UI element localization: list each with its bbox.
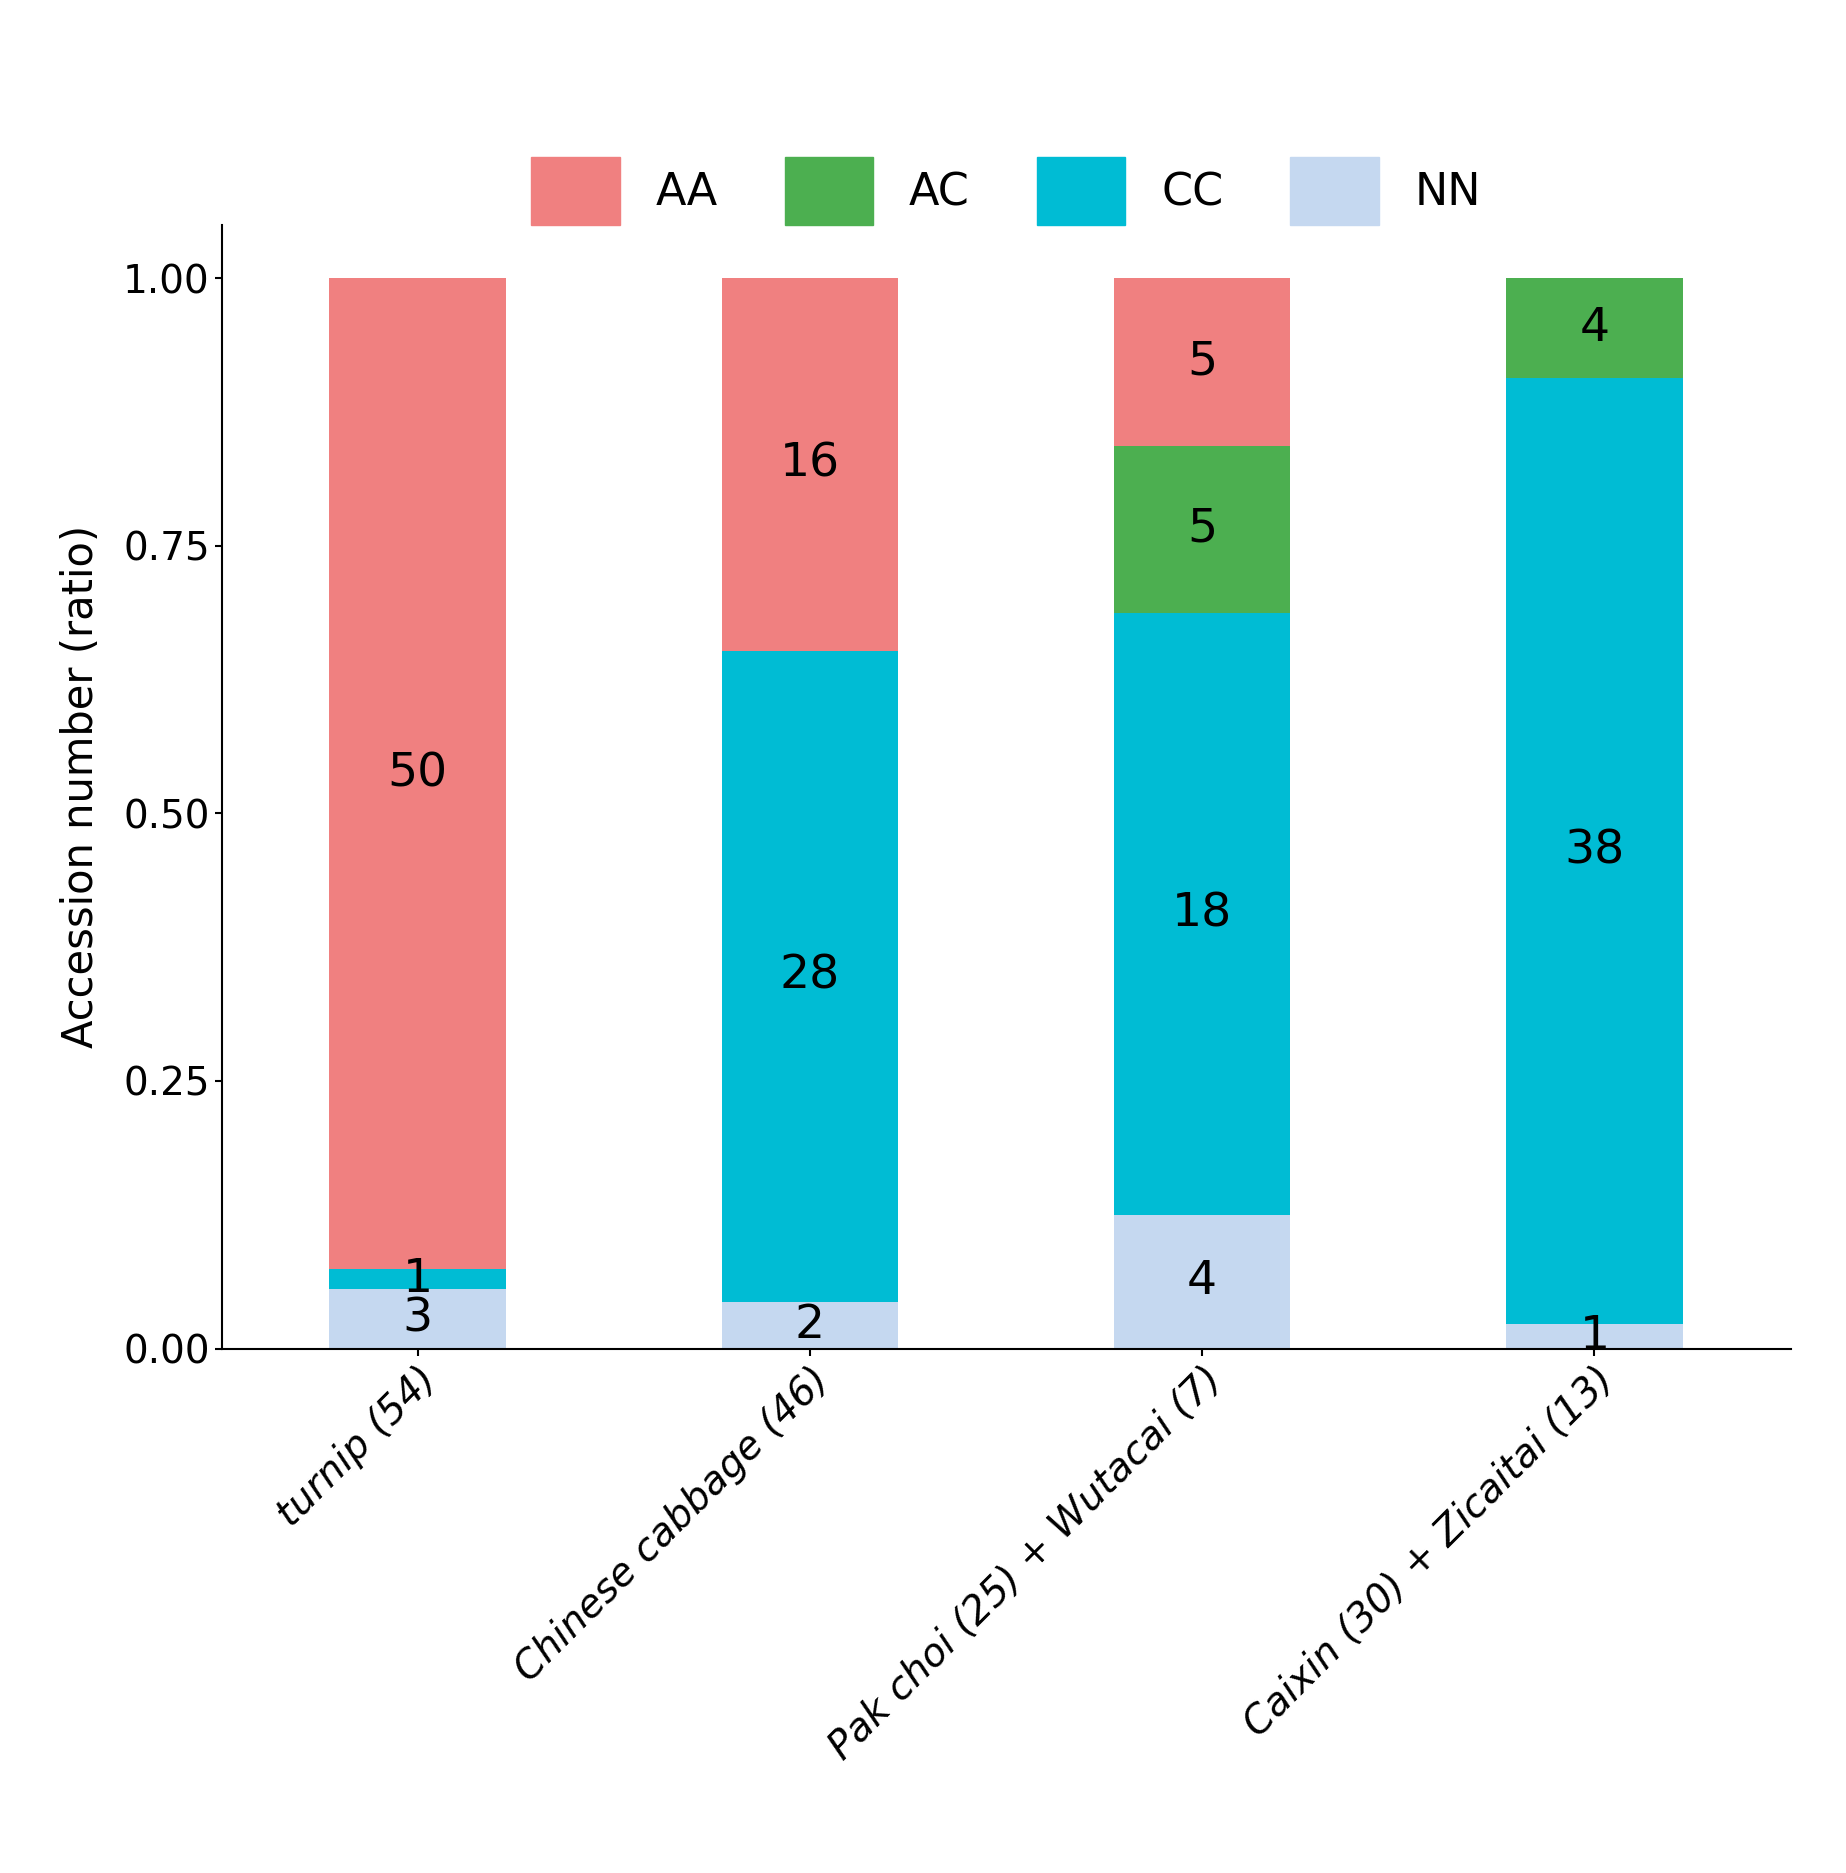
Text: 4: 4 [1187, 1259, 1217, 1304]
Bar [1113, 1216, 1290, 1349]
Text: 16: 16 [779, 442, 840, 487]
Text: 38: 38 [1564, 828, 1624, 873]
Text: 2: 2 [796, 1304, 825, 1349]
Text: 18: 18 [1172, 892, 1233, 936]
Text: 3: 3 [402, 1296, 432, 1341]
Bar [329, 1270, 506, 1289]
Bar [329, 279, 506, 1270]
Bar [1113, 446, 1290, 612]
Y-axis label: Accession number (ratio): Accession number (ratio) [61, 524, 102, 1049]
Bar [722, 279, 899, 650]
Bar [1506, 279, 1684, 378]
Text: 1: 1 [1580, 1313, 1610, 1358]
Bar [1113, 279, 1290, 446]
Text: 1: 1 [402, 1257, 432, 1302]
Text: 4: 4 [1580, 305, 1610, 350]
Text: 50: 50 [388, 751, 449, 796]
Text: 5: 5 [1187, 506, 1217, 553]
Text: 28: 28 [779, 953, 840, 998]
Bar [722, 1302, 899, 1349]
Text: 5: 5 [1187, 339, 1217, 384]
Bar [722, 650, 899, 1302]
Bar [329, 1289, 506, 1349]
Legend: AA, AC, CC, NN: AA, AC, CC, NN [509, 135, 1503, 247]
Bar [1113, 612, 1290, 1216]
Bar [1506, 1324, 1684, 1349]
Bar [1506, 378, 1684, 1324]
